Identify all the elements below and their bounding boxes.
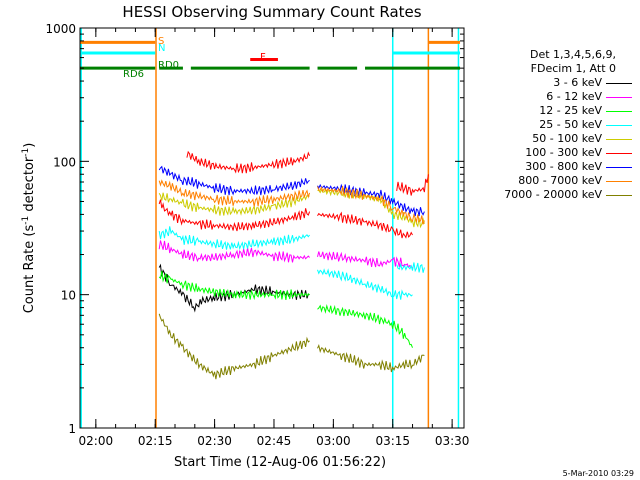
marker-label-2: RD0 — [158, 60, 179, 71]
legend-item-label: 3 - 6 keV — [553, 76, 602, 89]
y-axis-label-prefix: Count Rate (s — [22, 225, 37, 314]
series-line-7-0 — [158, 179, 311, 207]
legend-swatch — [606, 111, 632, 112]
legend-swatch — [606, 97, 632, 98]
x-axis-label: Start Time (12-Aug-06 01:56:22) — [174, 455, 386, 470]
legend-header-line-2: FDecim 1, Att 0 — [530, 62, 616, 75]
series-line-3-0 — [158, 226, 310, 251]
series-line-4-0 — [158, 192, 310, 216]
series-line-3-1 — [317, 268, 413, 300]
legend-item: 300 - 800 keV — [476, 160, 636, 174]
legend-item: 12 - 25 keV — [476, 104, 636, 118]
series-line-5-2 — [186, 150, 311, 174]
y-tick-label-2: 100 — [53, 155, 76, 169]
x-tick-label-5: 03:15 — [375, 434, 410, 448]
legend-item-label: 6 - 12 keV — [546, 90, 602, 103]
legend-swatch — [606, 139, 632, 140]
y-axis-label-sup2: -1 — [21, 148, 31, 157]
series-line-2-1 — [317, 303, 413, 348]
legend-swatch — [606, 153, 632, 154]
series-line-0-0 — [158, 263, 310, 313]
y-axis-label: Count Rate (s-1 detector-1) — [21, 143, 37, 314]
x-tick-label-1: 02:15 — [138, 434, 173, 448]
x-tick-label-4: 03:00 — [316, 434, 351, 448]
legend-swatch — [606, 83, 632, 84]
legend-item: 6 - 12 keV — [476, 90, 636, 104]
y-axis-label-sup1: -1 — [21, 216, 31, 225]
legend-item-label: 7000 - 20000 keV — [504, 188, 602, 201]
legend-swatch — [606, 195, 632, 196]
plot-frame — [79, 27, 465, 429]
chart-title: HESSI Observing Summary Count Rates — [122, 3, 421, 21]
series-line-8-1 — [317, 343, 425, 373]
x-tick-label-6: 03:30 — [435, 434, 470, 448]
y-axis-label-suffix: ) — [22, 143, 37, 148]
series-line-1-1 — [317, 251, 413, 269]
legend-item-label: 800 - 7000 keV — [518, 174, 602, 187]
footer-date: 5-Mar-2010 03:29 — [562, 469, 634, 478]
plot-area: SN RD0 RD6 F — [80, 28, 461, 428]
legend-swatch — [606, 167, 632, 168]
axis-ticks: 1 10 100 1000 02:00 02:15 02:30 02:45 03:00 03:15… — [45, 22, 469, 448]
legend: Det 1,3,4,5,6,9, FDecim 1, Att 0 3 - 6 k… — [476, 48, 636, 202]
legend-item-label: 12 - 25 keV — [539, 104, 602, 117]
y-tick-label-0: 1 — [68, 422, 76, 436]
legend-item: 7000 - 20000 keV — [476, 188, 636, 202]
x-tick-label-3: 02:45 — [257, 434, 292, 448]
legend-item-label: 50 - 100 keV — [532, 132, 602, 145]
legend-rows: 3 - 6 keV 6 - 12 keV 12 - 25 keV 25 - 50 ke… — [476, 76, 636, 202]
y-axis-label-mid: detector — [22, 156, 37, 216]
legend-header-line-1: Det 1,3,4,5,6,9, — [529, 48, 616, 61]
y-tick-label-3: 1000 — [45, 22, 76, 36]
series-line-6-0 — [158, 165, 310, 196]
legend-item: 25 - 50 keV — [476, 118, 636, 132]
marker-label-0: S — [158, 36, 164, 47]
legend-item: 3 - 6 keV — [476, 76, 636, 90]
series-line-2-0 — [158, 270, 310, 301]
series-line-7-1 — [317, 185, 425, 225]
series-line-3-2 — [396, 262, 425, 273]
series-line-8-0 — [158, 313, 310, 380]
series-line-6-1 — [317, 183, 425, 217]
legend-item: 50 - 100 keV — [476, 132, 636, 146]
legend-swatch — [606, 125, 632, 126]
series-line-5-0 — [158, 199, 311, 232]
legend-swatch — [606, 181, 632, 182]
marker-label-3: RD6 — [123, 69, 144, 80]
series-line-1-0 — [158, 240, 310, 263]
legend-item-label: 300 - 800 keV — [525, 160, 602, 173]
y-tick-label-1: 10 — [61, 289, 76, 303]
legend-item-label: 100 - 300 keV — [525, 146, 602, 159]
legend-item-label: 25 - 50 keV — [539, 118, 602, 131]
x-tick-label-0: 02:00 — [79, 434, 114, 448]
series-line-5-3 — [396, 174, 429, 196]
x-tick-label-2: 02:30 — [197, 434, 232, 448]
legend-item: 800 - 7000 keV — [476, 174, 636, 188]
marker-label-1: N — [158, 43, 165, 54]
legend-item: 100 - 300 keV — [476, 146, 636, 160]
series-line-5-1 — [317, 211, 413, 239]
marker-label-4: F — [260, 52, 266, 63]
